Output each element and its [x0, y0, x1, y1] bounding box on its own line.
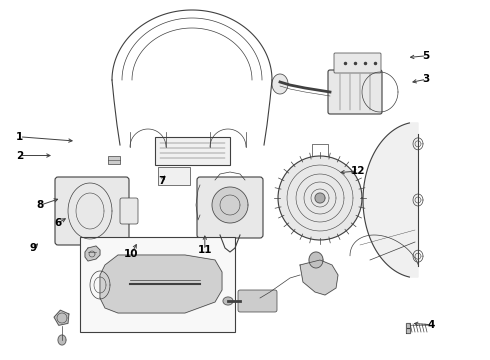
Polygon shape	[100, 255, 222, 313]
Text: 6: 6	[54, 218, 61, 228]
Text: 8: 8	[37, 200, 44, 210]
Text: 5: 5	[423, 51, 430, 61]
Polygon shape	[54, 310, 69, 325]
Polygon shape	[58, 335, 66, 345]
FancyBboxPatch shape	[334, 53, 381, 73]
Bar	[108, 156, 120, 164]
Bar	[155, 137, 230, 165]
Polygon shape	[85, 246, 100, 261]
Polygon shape	[363, 123, 418, 277]
Text: 1: 1	[16, 132, 23, 142]
Polygon shape	[300, 260, 338, 295]
FancyBboxPatch shape	[120, 198, 138, 224]
FancyBboxPatch shape	[197, 177, 263, 238]
Text: 7: 7	[158, 176, 166, 186]
Text: 2: 2	[16, 150, 23, 161]
Polygon shape	[272, 74, 288, 94]
Text: 3: 3	[423, 74, 430, 84]
Text: 9: 9	[30, 243, 37, 253]
Polygon shape	[406, 323, 410, 333]
Text: 11: 11	[197, 245, 212, 255]
FancyBboxPatch shape	[328, 70, 382, 114]
Polygon shape	[315, 193, 325, 203]
Bar	[158, 167, 190, 185]
Polygon shape	[278, 156, 362, 240]
Text: 12: 12	[350, 166, 365, 176]
Polygon shape	[212, 187, 248, 223]
FancyBboxPatch shape	[238, 290, 277, 312]
Text: 4: 4	[427, 320, 435, 330]
Bar	[80, 237, 235, 332]
FancyBboxPatch shape	[55, 177, 129, 245]
Polygon shape	[223, 297, 233, 305]
Text: 10: 10	[124, 249, 139, 259]
Polygon shape	[309, 252, 323, 268]
